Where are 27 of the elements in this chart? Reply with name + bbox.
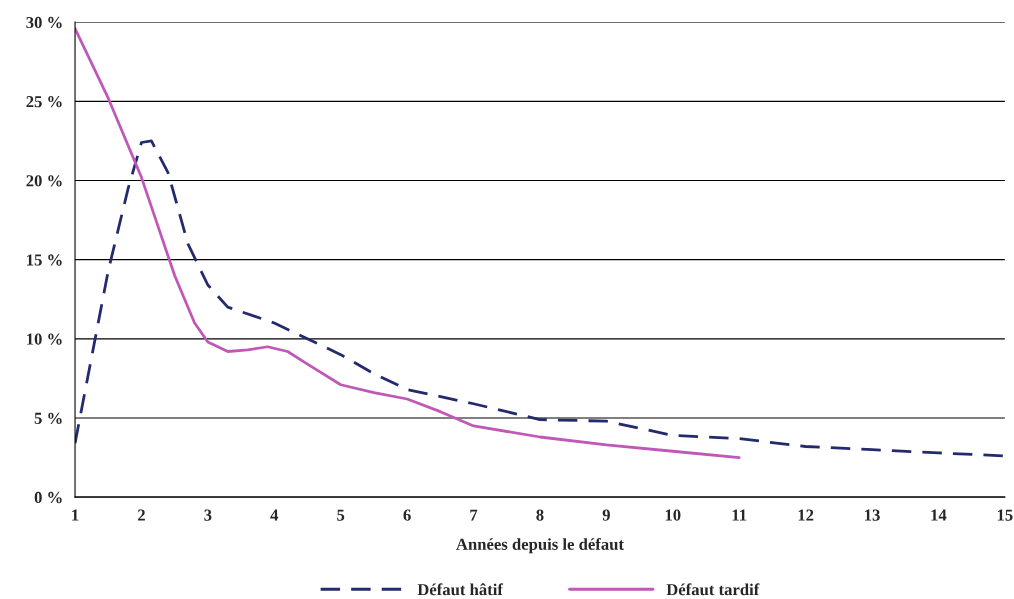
y-tick-label: 25 % xyxy=(26,96,62,108)
y-tick-label: 15 % xyxy=(27,254,62,266)
y-tick-label: 20 % xyxy=(26,175,62,187)
line-series xyxy=(75,27,741,459)
x-tick-label: 10 xyxy=(665,509,681,521)
y-tick-label: 10 % xyxy=(27,333,62,345)
x-tick-label: 14 xyxy=(931,509,947,521)
x-tick-label: 11 xyxy=(732,509,747,521)
x-axis-title: Années depuis le défaut xyxy=(456,537,624,554)
x-tick-label: 9 xyxy=(602,509,610,521)
x-tick-label: 8 xyxy=(536,509,544,521)
x-tick-label: 15 xyxy=(997,509,1013,521)
x-tick-label: 3 xyxy=(204,509,212,521)
x-tick-label: 7 xyxy=(470,509,478,521)
line-series xyxy=(75,139,1005,458)
x-tick-label: 4 xyxy=(270,509,279,521)
legend-label: Défaut hâtif xyxy=(417,583,504,596)
x-tick-label: 6 xyxy=(403,509,411,521)
legend-label: Défaut tardif xyxy=(666,583,760,596)
y-tick-label: 5 % xyxy=(34,412,62,424)
y-tick-label: 0 % xyxy=(34,491,62,504)
x-tick-label: 12 xyxy=(798,509,814,521)
x-tick-label: 13 xyxy=(865,509,880,521)
y-tick-label: 30 % xyxy=(26,16,62,29)
x-tick-label: 1 xyxy=(72,509,79,521)
x-tick-label: 2 xyxy=(137,509,145,521)
x-tick-label: 5 xyxy=(337,509,345,521)
